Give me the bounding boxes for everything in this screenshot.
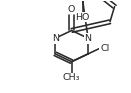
Text: N: N [85, 34, 92, 43]
Text: CH₃: CH₃ [63, 73, 80, 82]
Text: HO: HO [75, 13, 90, 22]
Text: N: N [52, 34, 59, 43]
Text: Cl: Cl [100, 44, 109, 53]
Text: O: O [68, 5, 75, 14]
